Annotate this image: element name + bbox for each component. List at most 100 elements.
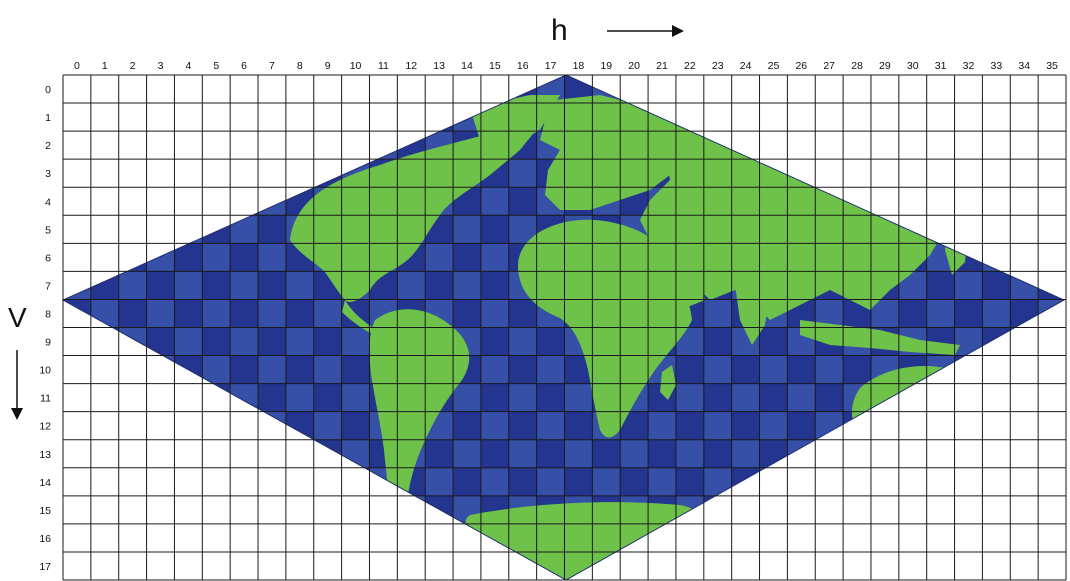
ocean-tile [118,411,147,440]
ocean-tile [954,467,983,496]
ocean-tile [787,523,816,552]
ocean-tile [1010,187,1039,216]
ocean-tile [703,383,732,412]
ocean-tile [230,75,259,104]
ocean-tile [843,467,871,496]
ocean-tile [815,439,844,468]
ocean-tile [425,439,454,468]
ocean-tile [202,271,231,300]
ocean-tile [870,551,899,580]
ocean-tile [703,551,732,580]
ocean-tile [648,551,676,580]
ocean-tile [202,495,231,524]
indonesia [800,320,960,355]
ocean-tile [90,215,119,244]
europe [540,95,680,210]
ocean-tile [63,187,91,216]
ocean-tile [954,75,983,104]
ocean-tile [926,551,955,580]
h-tick-label: 4 [185,60,191,72]
ocean-tile [536,327,565,356]
ocean-tile [1038,439,1064,468]
ocean-tile [1010,131,1039,160]
ocean-tile [564,411,593,440]
ocean-tile [1010,523,1039,552]
h-tick-label: 16 [517,60,529,72]
ocean-tile [1038,383,1064,412]
ocean-tile [564,467,593,496]
ocean-tile [397,75,426,104]
ocean-tile [898,131,927,160]
ocean-tile [926,215,955,244]
ocean-tile [230,187,259,216]
ocean-tile [341,411,370,440]
ocean-tile [787,355,816,384]
ocean-tile [258,271,286,300]
h-tick-label: 18 [573,60,585,72]
ocean-tile [703,103,732,132]
ocean-tile [843,523,871,552]
ocean-tile [63,467,91,496]
ocean-tile [731,467,760,496]
ocean-tile [258,439,286,468]
h-tick-label: 9 [325,60,331,72]
ocean-tile [63,243,91,272]
ocean-tile [258,383,286,412]
h-tick-label: 8 [297,60,303,72]
ocean-tile [118,467,147,496]
h-tick-label: 7 [269,60,275,72]
ocean-tile [954,299,983,328]
h-tick-label: 11 [378,60,389,72]
ocean-tile [63,75,91,104]
ocean-tile [954,131,983,160]
ocean-tile [258,327,286,356]
ocean-tile [146,495,175,524]
greenland [470,95,560,150]
ocean-tile [480,439,509,468]
h-tick-label: 5 [213,60,219,72]
ocean-tile [118,75,147,104]
h-tick-label: 21 [656,60,668,72]
ocean-tile [258,551,286,580]
ocean-tile [759,495,788,524]
v-axis-label: V [8,302,27,333]
ocean-tile [982,495,1011,524]
ocean-tile [174,243,203,272]
ocean-tile [202,551,231,580]
ocean-tile [425,271,454,300]
ocean-tile [341,75,370,104]
ocean-tile [648,439,676,468]
ocean-tile [230,299,259,328]
ocean-tile [982,439,1011,468]
h-tick-label: 33 [991,60,1003,72]
v-tick-label: 3 [45,168,51,180]
ocean-tile [230,467,259,496]
ocean-tile [480,215,509,244]
ocean-tile [843,75,871,104]
ocean-tile [63,411,91,440]
ocean-tile [1010,355,1039,384]
h-tick-label: 1 [102,60,108,72]
h-tick-label: 35 [1046,60,1058,72]
ocean-tile [759,103,788,132]
ocean-tile [898,467,927,496]
h-tick-label: 0 [74,60,80,72]
h-tick-label: 14 [461,60,473,72]
ocean-tile [815,495,844,524]
ocean-tile [870,439,899,468]
ocean-tile [1038,159,1064,188]
ocean-tile [118,355,147,384]
ocean-tile [230,411,259,440]
ocean-tile [982,159,1011,188]
h-tick-label: 2 [130,60,136,72]
ocean-tile [118,523,147,552]
ocean-tile [258,495,286,524]
ocean-tile [453,243,481,272]
ocean-tile [954,187,983,216]
ocean-tile [146,271,175,300]
v-tick-label: 7 [45,280,51,292]
ocean-tile [954,355,983,384]
ocean-tile [1038,495,1064,524]
v-tick-label: 12 [39,421,51,433]
h-tick-label: 29 [879,60,891,72]
